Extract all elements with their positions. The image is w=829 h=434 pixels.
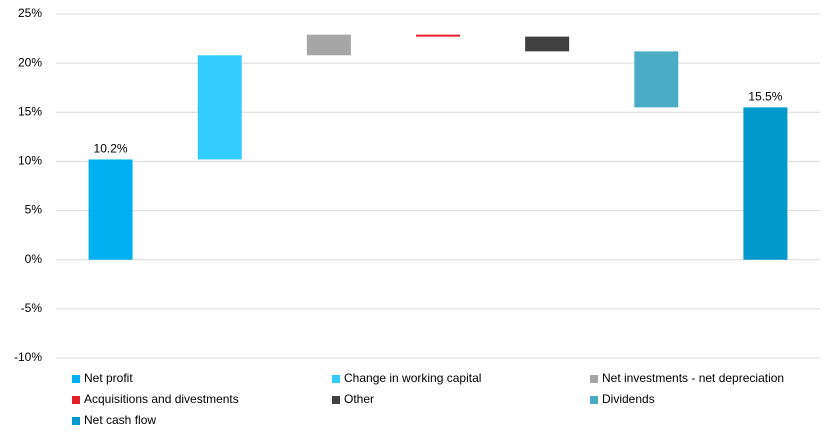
legend-swatch (590, 375, 598, 383)
bar (197, 55, 242, 160)
legend-swatch (332, 396, 340, 404)
bar (416, 34, 460, 37)
bar (634, 51, 679, 108)
y-tick-label: 25% (18, 6, 42, 20)
legend-swatch (72, 417, 80, 425)
legend-swatch (590, 396, 598, 404)
y-tick-label: 20% (18, 55, 42, 69)
bar (88, 159, 133, 260)
legend-label: Other (344, 392, 374, 406)
bar (525, 36, 570, 52)
y-tick-label: 0% (25, 252, 43, 266)
legend-label: Dividends (602, 392, 655, 406)
y-tick-label: 5% (25, 203, 43, 217)
data-label: 15.5% (748, 90, 782, 104)
legend-label: Change in working capital (344, 371, 481, 385)
y-tick-label: -5% (21, 301, 43, 315)
legend-label: Net investments - net depreciation (602, 371, 784, 385)
y-tick-label: 10% (18, 154, 42, 168)
legend-label: Acquisitions and divestments (84, 392, 239, 406)
y-tick-label: -10% (14, 350, 42, 364)
legend-swatch (332, 375, 340, 383)
legend-swatch (72, 375, 80, 383)
data-label: 10.2% (94, 142, 128, 156)
legend-label: Net cash flow (84, 413, 156, 427)
y-tick-label: 15% (18, 104, 42, 118)
bar (743, 107, 788, 260)
legend-swatch (72, 396, 80, 404)
legend-label: Net profit (84, 371, 133, 385)
bar (306, 34, 351, 56)
